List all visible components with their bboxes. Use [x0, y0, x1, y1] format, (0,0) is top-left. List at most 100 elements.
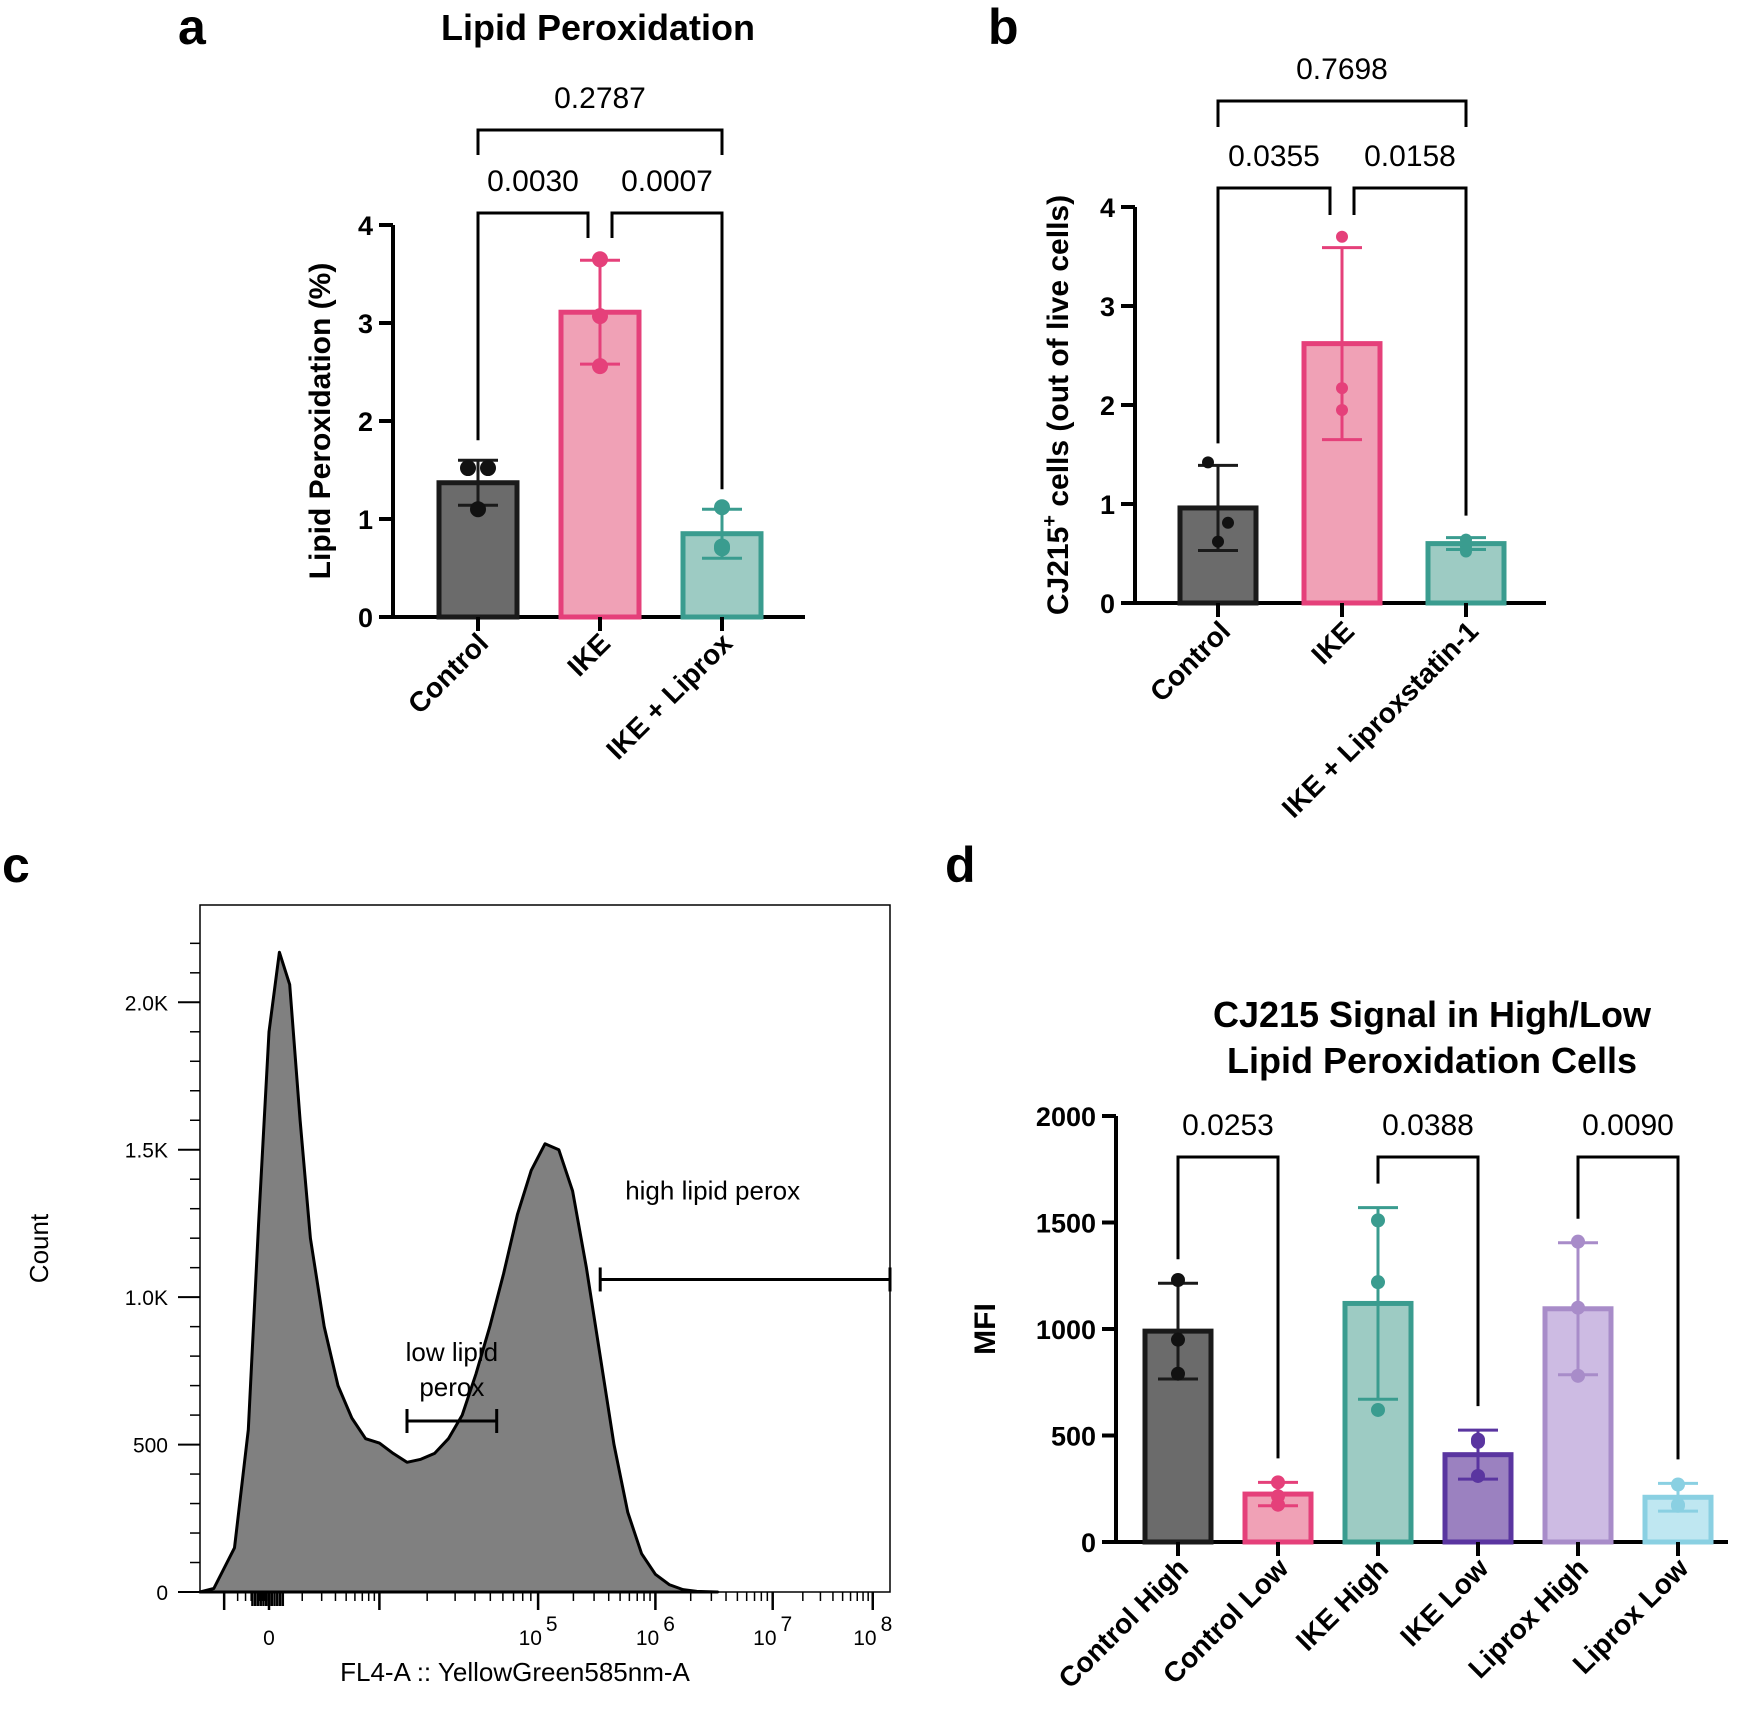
x-axis-label: FL4-A :: YellowGreen585nm-A [340, 1657, 690, 1687]
chart-title: CJ215 Signal in High/Low [1213, 994, 1652, 1035]
x-tick-label: 108 [853, 1613, 892, 1650]
data-point [1271, 1497, 1285, 1512]
data-point [1371, 1275, 1385, 1290]
data-point [592, 358, 608, 375]
y-tick-label: 2000 [1036, 1102, 1096, 1132]
chart-title: Lipid Peroxidation Cells [1227, 1040, 1637, 1081]
panel-a: a Lipid Peroxidation 0 1 2 3 4 Lipid Peroxidat… [178, 0, 805, 765]
panel-label-a: a [178, 0, 207, 55]
p-value-label: 0.0158 [1364, 140, 1456, 173]
y-tick-label: 3 [1100, 292, 1115, 322]
x-tick-label: 105 [519, 1613, 558, 1650]
y-tick-label: 2.0K [125, 992, 168, 1015]
y-tick-label: 500 [133, 1435, 168, 1458]
p-value-label: 0.0090 [1582, 1109, 1674, 1142]
x-tick-label: Control [1144, 615, 1236, 707]
data-point [1671, 1498, 1685, 1513]
panel-label-d: d [945, 837, 976, 893]
panel-label-c: c [2, 837, 30, 893]
x-tick-label: IKE High [1290, 1552, 1394, 1656]
data-point [1571, 1368, 1585, 1383]
data-point [480, 460, 496, 477]
y-tick-label: 0 [1081, 1528, 1096, 1558]
x-tick-label: IKE [561, 627, 616, 682]
gate-label: high lipid perox [625, 1175, 800, 1205]
p-value-label: 0.0253 [1182, 1109, 1274, 1142]
panel-b: b 0 1 2 3 4 CJ215+ cells (out of live cells) C… [988, 0, 1546, 824]
panel-label-b: b [988, 0, 1019, 55]
data-point [592, 251, 608, 268]
data-point [1371, 1213, 1385, 1228]
significance-bracket [1216, 99, 1468, 127]
p-value-label: 0.0355 [1228, 140, 1320, 173]
gate-label: perox [419, 1372, 484, 1402]
histogram-area [198, 950, 719, 1594]
p-value-label: 0.0007 [621, 165, 713, 198]
p-value-label: 0.0388 [1382, 1109, 1474, 1142]
y-tick-label: 500 [1051, 1422, 1096, 1452]
p-value-label: 0.2787 [554, 82, 646, 115]
x-tick-label: Control [402, 627, 494, 719]
x-tick-label: IKE + Liprox [600, 627, 738, 765]
data-point [1336, 230, 1348, 243]
data-point [1212, 535, 1224, 548]
data-point [470, 501, 486, 518]
y-tick-label: 3 [358, 309, 373, 339]
data-point [1471, 1434, 1485, 1449]
data-point [1471, 1468, 1485, 1483]
y-tick-label: 0 [1100, 589, 1115, 619]
x-tick-label: 0 [263, 1627, 275, 1650]
y-tick-label: 4 [358, 211, 373, 241]
y-tick-label: 1000 [1036, 1315, 1096, 1345]
data-point [714, 538, 730, 555]
y-tick-label: 4 [1100, 193, 1115, 223]
significance-bracket [1576, 1155, 1680, 1460]
y-tick-label: 1.0K [125, 1287, 168, 1310]
x-tick-label: IKE Low [1394, 1552, 1494, 1652]
data-point [1371, 1402, 1385, 1417]
x-tick-label: 106 [636, 1613, 675, 1650]
p-value-label: 0.0030 [487, 165, 579, 198]
gate-label: low lipid [406, 1337, 499, 1367]
x-tick-label: 107 [753, 1613, 792, 1650]
data-point [1671, 1477, 1685, 1492]
data-point [1171, 1332, 1185, 1347]
significance-bracket [610, 211, 724, 490]
significance-bracket [476, 211, 590, 441]
panel-d: d CJ215 Signal in High/Low Lipid Peroxida… [945, 837, 1728, 1694]
significance-bracket [1352, 186, 1468, 516]
p-value-label: 0.7698 [1296, 53, 1388, 86]
data-point [714, 499, 730, 516]
data-point [1271, 1475, 1285, 1490]
data-point [1171, 1273, 1185, 1288]
y-tick-label: 2 [1100, 391, 1115, 421]
y-tick-label: 1 [358, 505, 373, 535]
data-point [1336, 382, 1348, 395]
y-tick-label: 1 [1100, 490, 1115, 520]
data-point [1571, 1300, 1585, 1315]
data-point [1336, 403, 1348, 416]
data-point [1202, 456, 1214, 469]
data-point [592, 308, 608, 325]
y-tick-label: 1500 [1036, 1209, 1096, 1239]
y-tick-label: 0 [358, 603, 373, 633]
significance-bracket [1176, 1155, 1280, 1459]
data-point [460, 460, 476, 477]
y-axis-label: CJ215+ cells (out of live cells) [1039, 195, 1075, 615]
y-tick-label: 1.5K [125, 1140, 168, 1163]
y-axis-label: MFI [969, 1303, 1002, 1355]
significance-bracket [1216, 186, 1332, 444]
significance-bracket [1376, 1155, 1480, 1407]
y-axis-label: Count [24, 1213, 54, 1283]
y-tick-label: 2 [358, 407, 373, 437]
y-axis-label: Lipid Peroxidation (%) [304, 263, 337, 580]
y-tick-label: 0 [156, 1582, 168, 1605]
chart-title: Lipid Peroxidation [441, 7, 755, 48]
significance-bracket [476, 128, 724, 155]
data-point [1460, 545, 1472, 558]
data-point [1171, 1366, 1185, 1381]
data-point [1222, 516, 1234, 529]
x-tick-label: IKE [1305, 615, 1360, 670]
